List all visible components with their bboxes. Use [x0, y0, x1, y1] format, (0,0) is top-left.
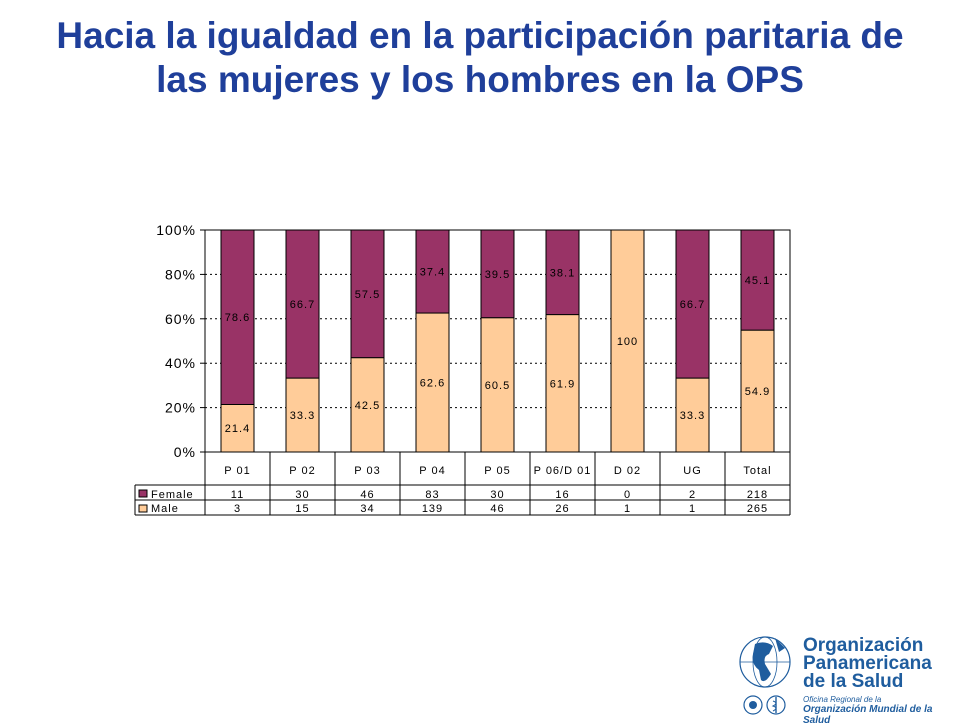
- bar-female: [545, 229, 580, 316]
- bar-female: [350, 229, 385, 359]
- category-label: Total: [743, 465, 771, 477]
- bar-female: [740, 229, 775, 331]
- table-cell-male: 1: [624, 503, 631, 515]
- table-cell-female: 218: [747, 489, 768, 501]
- data-label-male: 42.5: [355, 400, 380, 412]
- category-label: P 02: [289, 465, 315, 477]
- category-label: P 06/D 01: [534, 465, 592, 477]
- data-label-male: 54.9: [745, 386, 770, 398]
- table-cell-male: 1: [689, 503, 696, 515]
- table-cell-male: 46: [490, 503, 504, 515]
- data-label-male: 21.4: [225, 423, 250, 435]
- data-label-female: 38.1: [550, 267, 575, 279]
- table-cell-female: 30: [490, 489, 504, 501]
- bar-male: [545, 314, 580, 453]
- legend-label-female: Female: [151, 489, 194, 501]
- table-cell-male: 139: [422, 503, 443, 515]
- bar-male: [350, 357, 385, 453]
- data-label-male: 33.3: [290, 410, 315, 422]
- table-cell-male: 34: [360, 503, 374, 515]
- logo-subtitle-1: Oficina Regional de la: [803, 695, 882, 704]
- data-label-male: 60.5: [485, 380, 510, 392]
- bar-female: [220, 229, 255, 405]
- category-label: P 04: [419, 465, 445, 477]
- table-cell-female: 0: [624, 489, 631, 501]
- data-label-female: 66.7: [680, 299, 705, 311]
- table-cell-female: 83: [425, 489, 439, 501]
- category-label: P 05: [484, 465, 510, 477]
- bar-male: [610, 229, 645, 453]
- legend-key-female: [138, 489, 148, 498]
- data-label-male: 62.6: [420, 378, 445, 390]
- bar-male: [480, 317, 515, 453]
- data-labels: 21.4 78.6 33.3 66.7 42.5 57.5 62.6 37.4 60.5 39.5…: [225, 267, 770, 436]
- data-label-female: 45.1: [745, 275, 770, 287]
- bar-female: [675, 229, 710, 379]
- data-label-female: 78.6: [225, 312, 250, 324]
- data-label-female: 66.7: [290, 299, 315, 311]
- y-tick-label: 20%: [165, 400, 196, 416]
- logo-line-3: de la Salud: [803, 671, 904, 692]
- data-label-female: 39.5: [485, 269, 510, 281]
- bars: [220, 229, 775, 453]
- category-label: UG: [683, 465, 702, 477]
- table-cell-male: 15: [295, 503, 309, 515]
- y-tick-label: 60%: [165, 311, 196, 327]
- legend-label-male: Male: [151, 503, 179, 515]
- bar-male: [415, 312, 450, 453]
- category-label: P 03: [354, 465, 380, 477]
- slide-title: Hacia la igualdad en la participación pa…: [56, 15, 904, 100]
- ops-logo: Organización Panamericana de la Salud Of…: [735, 632, 960, 726]
- table-cell-female: 2: [689, 489, 696, 501]
- logo-line-1: Organización: [803, 635, 924, 656]
- table-cell-female: 11: [231, 489, 244, 501]
- data-label-male: 100: [617, 336, 638, 348]
- data-label-female: 57.5: [355, 289, 380, 301]
- bar-male: [220, 403, 255, 453]
- data-label-male: 61.9: [550, 378, 575, 390]
- y-tick-label: 40%: [165, 355, 196, 371]
- data-label-male: 33.3: [680, 410, 705, 422]
- table-cell-female: 46: [360, 489, 374, 501]
- globe-icon: [739, 636, 791, 688]
- legend-key-male: [138, 504, 148, 513]
- category-label: D 02: [614, 465, 641, 477]
- emblem-icon: [743, 695, 786, 715]
- bar-male: [285, 377, 320, 453]
- y-tick-label: 100%: [156, 222, 196, 238]
- bar-male: [740, 329, 775, 453]
- bar-female: [480, 229, 515, 319]
- logo-subtitle-2: Organización Mundial de la Salud: [803, 704, 933, 726]
- table-cell-male: 265: [747, 503, 768, 515]
- bar-female: [415, 229, 450, 314]
- table-cell-male: 3: [234, 503, 241, 515]
- data-label-female: 37.4: [420, 267, 445, 279]
- table-cell-female: 16: [555, 489, 569, 501]
- category-label: P 01: [224, 465, 250, 477]
- bar-female: [285, 229, 320, 379]
- table-cell-male: 26: [555, 503, 569, 515]
- table-cell-female: 30: [295, 489, 309, 501]
- y-tick-label: 80%: [165, 266, 196, 282]
- y-tick-label: 0%: [174, 444, 196, 460]
- logo-line-2: Panamericana: [803, 653, 932, 674]
